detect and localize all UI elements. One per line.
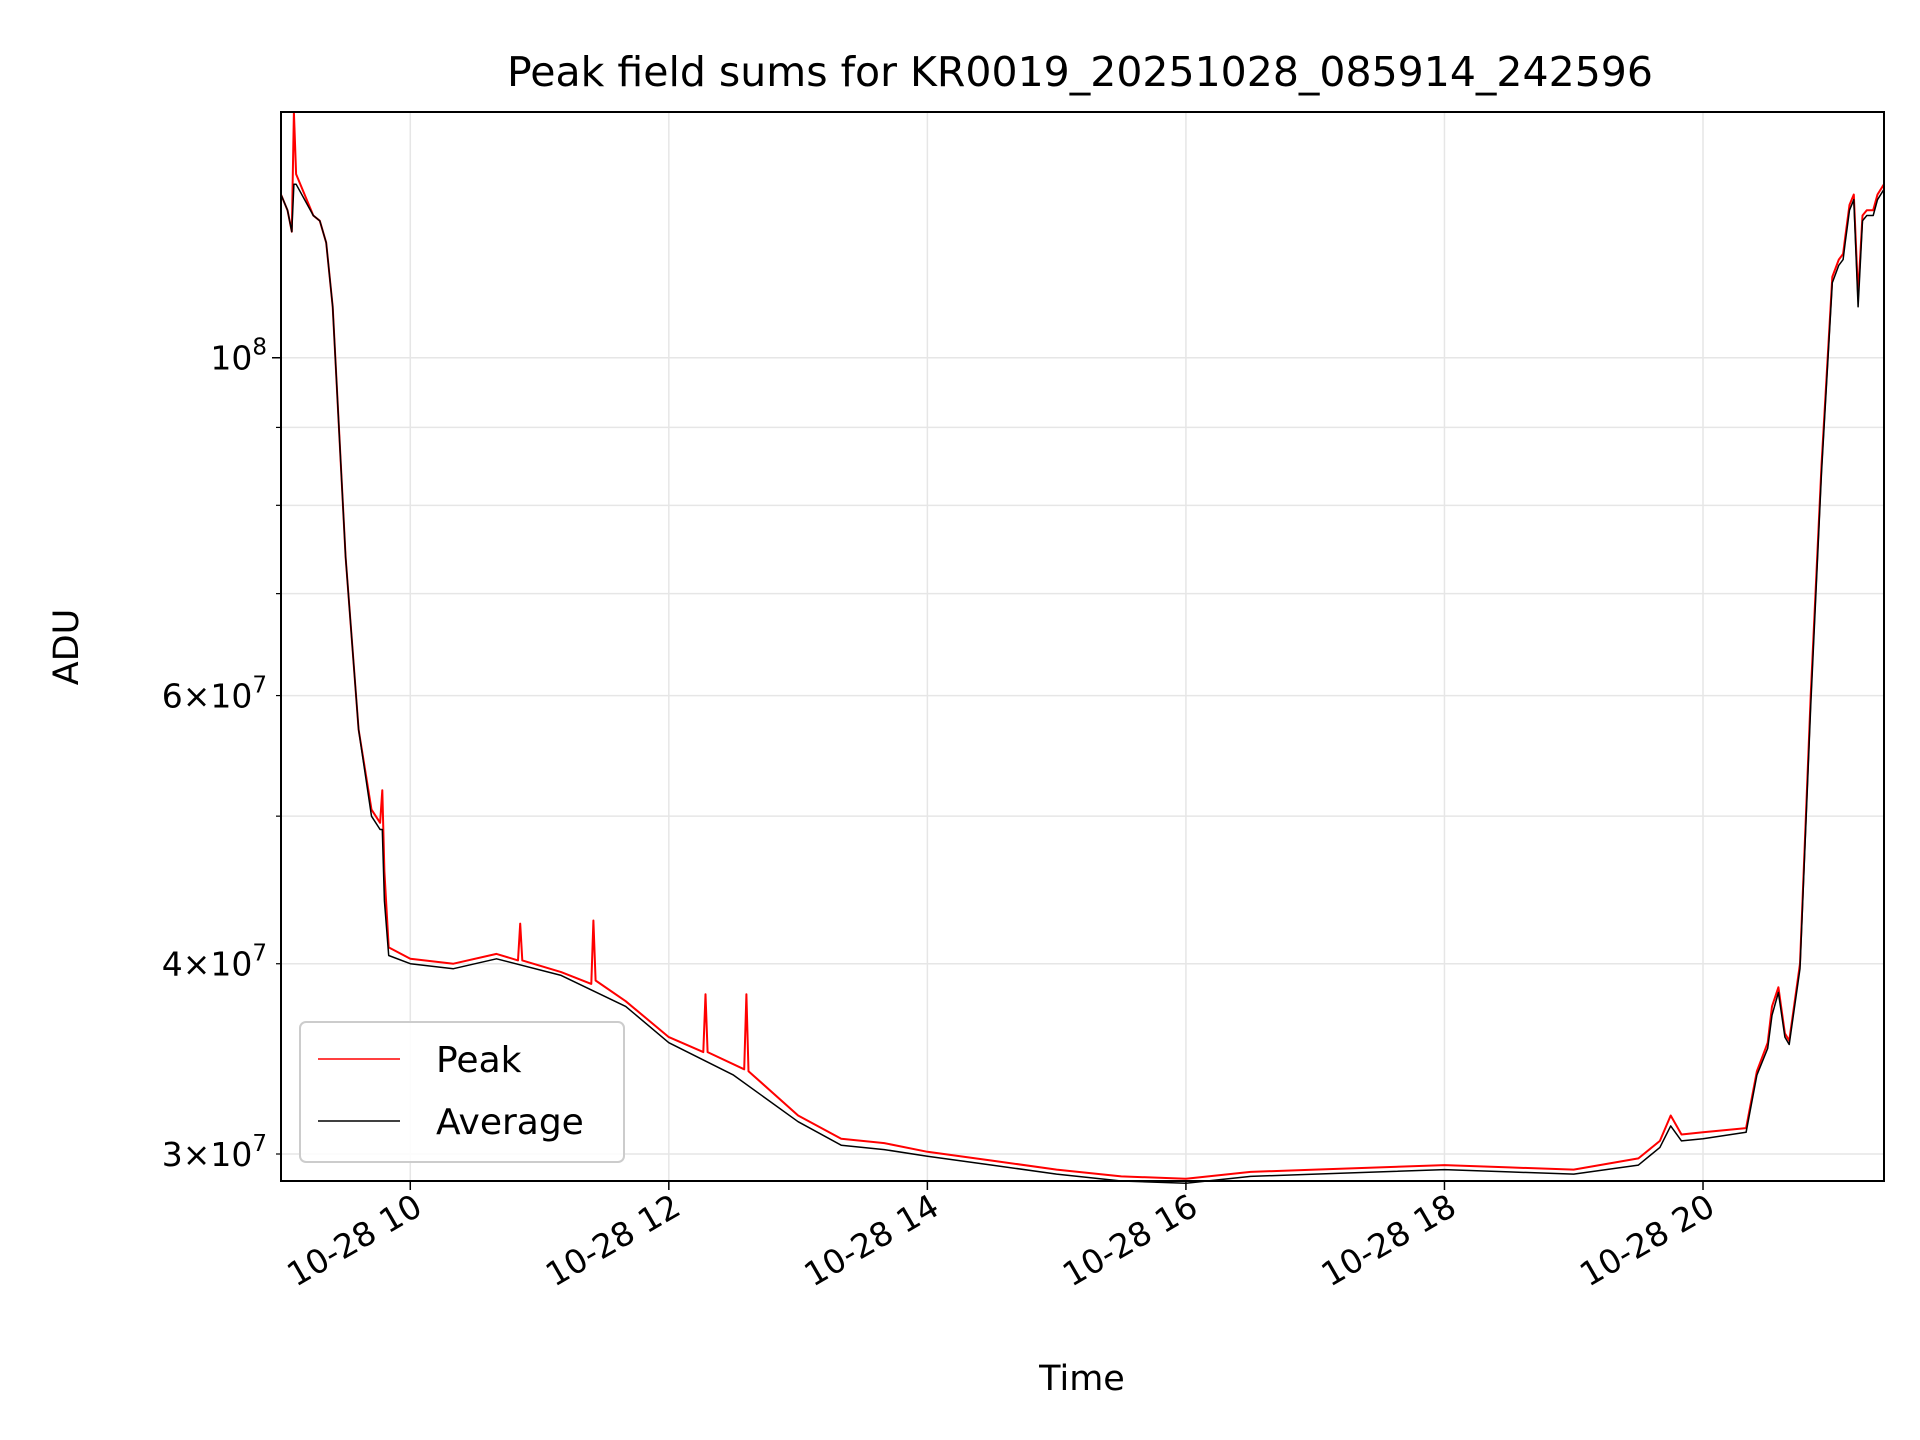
- legend-label-peak: Peak: [436, 1040, 522, 1081]
- legend: Peak Average: [299, 1021, 625, 1163]
- y-tick-label: 3×107: [162, 1131, 267, 1174]
- series-layer: [280, 111, 1885, 1185]
- y-axis-label: ADU: [47, 609, 87, 686]
- gridlines: [281, 112, 1884, 1181]
- y-tick-label: 6×107: [162, 673, 267, 716]
- chart-title: Peak field sums for KR0019_20251028_0859…: [507, 48, 1653, 96]
- x-axis-label: Time: [1038, 1359, 1125, 1399]
- series-line-average: [280, 183, 1885, 1185]
- y-tick-label: 4×107: [162, 941, 267, 984]
- legend-box: [299, 1021, 625, 1163]
- plot-frame: [280, 111, 1885, 1182]
- y-axis: 3×107 4×107 6×107 108: [162, 335, 281, 1174]
- y-tick-label: 108: [210, 335, 267, 378]
- legend-label-average: Average: [436, 1102, 584, 1143]
